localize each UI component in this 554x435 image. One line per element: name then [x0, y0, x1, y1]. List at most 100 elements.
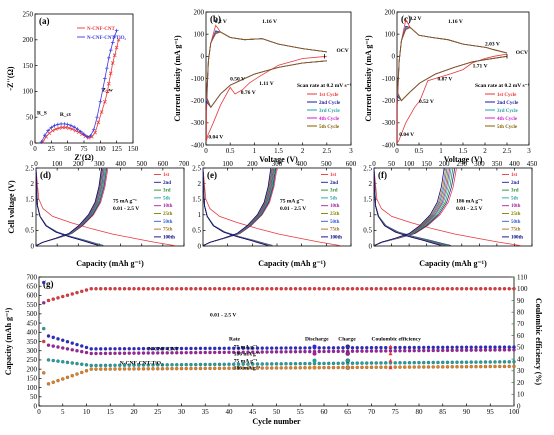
panel-d: 0 100 200 300 400 500 600 700 0 0.5 1 1.5 2 2.5 (d) Cel… — [7, 160, 190, 250]
x-tick-label: 15 — [107, 408, 115, 416]
data-point — [198, 366, 203, 371]
data-point — [483, 348, 488, 352]
legend-entry: 1st — [163, 173, 169, 178]
data-point — [132, 351, 136, 355]
annotation: 0.50 V — [230, 77, 245, 83]
data-point — [122, 347, 127, 351]
data-point — [417, 348, 421, 353]
data-point — [189, 346, 193, 351]
data-point — [65, 360, 70, 365]
data-point — [331, 349, 336, 354]
data-point — [127, 287, 131, 291]
data-point — [80, 362, 84, 366]
y-tick-label: 50 — [30, 393, 38, 401]
y-tick-label: 0 — [201, 53, 205, 61]
y-tick-label: 2.5 — [192, 164, 201, 172]
data-point — [398, 287, 402, 291]
data-point — [355, 365, 359, 370]
data-point — [507, 348, 511, 352]
data-point — [260, 350, 264, 354]
legend-discharge-marker — [312, 365, 317, 370]
data-point — [108, 363, 112, 368]
data-point — [464, 360, 469, 364]
data-point — [98, 99, 103, 104]
data-point — [114, 28, 119, 33]
data-point — [82, 132, 86, 137]
data-point — [488, 364, 492, 369]
data-point — [99, 367, 103, 371]
y2-tick-label: 50 — [517, 344, 525, 352]
x-tick-label: 700 — [179, 160, 190, 168]
data-point — [49, 125, 54, 130]
panel-label: (d) — [40, 170, 51, 180]
data-point — [331, 287, 336, 291]
data-point — [84, 288, 89, 292]
data-point — [65, 293, 70, 297]
data-point — [84, 363, 89, 367]
legend-entry: 25th — [330, 212, 340, 217]
data-point — [270, 366, 274, 370]
data-point — [303, 287, 307, 291]
y-tick-label: 0 — [392, 53, 396, 61]
panel-g: 0 5 10 15 20 25 30 35 40 45 50 55 60 65 70 75 80 85 90 95 10… — [4, 273, 543, 426]
data-point — [184, 366, 188, 371]
data-point — [483, 364, 488, 369]
x-tick-label: 500 — [136, 160, 147, 168]
data-point — [213, 366, 217, 371]
y-tick-label: 0 — [30, 139, 34, 147]
data-point — [369, 345, 374, 350]
data-point — [103, 363, 108, 368]
y-tick-label: 350 — [27, 338, 38, 346]
data-point — [284, 287, 288, 291]
data-point — [61, 346, 65, 350]
y-tick-label: 450 — [27, 319, 38, 327]
data-point — [369, 361, 374, 365]
data-point — [308, 349, 312, 354]
data-point — [350, 349, 355, 353]
data-point — [65, 122, 70, 127]
data-point — [498, 345, 502, 349]
data-point — [160, 367, 165, 371]
data-point — [189, 362, 193, 367]
y-tick-label: 1 — [369, 211, 373, 219]
data-point — [222, 366, 226, 370]
data-point — [493, 360, 497, 364]
data-point — [84, 369, 89, 373]
legend-entry: 75th — [330, 228, 340, 233]
data-point — [217, 366, 222, 371]
data-point — [137, 363, 141, 367]
legend-entry: 100th — [163, 235, 175, 240]
voltage-window-label: 0.01 - 2.5 V — [280, 206, 306, 212]
data-point — [317, 287, 321, 291]
data-point — [141, 351, 146, 355]
legend-entry: 5th Cycle — [497, 125, 518, 130]
x-tick-label: 35 — [202, 408, 210, 416]
data-point — [75, 372, 79, 376]
data-point — [474, 345, 478, 349]
legend-entry: 5th Cycle — [319, 125, 340, 130]
data-point — [194, 362, 198, 367]
y2-tick-label: 110 — [517, 273, 528, 281]
data-point — [51, 335, 55, 340]
data-point — [94, 347, 98, 351]
data-point — [236, 287, 241, 291]
legend-header: Rate — [229, 337, 241, 343]
data-point — [99, 347, 103, 351]
data-point — [393, 287, 397, 291]
data-point — [436, 345, 440, 350]
y-tick-label: 100 — [194, 30, 205, 38]
data-point — [51, 358, 55, 363]
data-point — [141, 346, 146, 351]
x-tick-label: 250 — [457, 160, 468, 168]
data-point — [255, 362, 260, 366]
data-point — [203, 366, 207, 371]
data-point — [127, 363, 131, 367]
data-point — [455, 348, 459, 352]
y-axis-label: Cell voltage (V) — [7, 180, 16, 234]
data-point — [322, 365, 326, 370]
data-point — [122, 367, 127, 371]
data-point — [274, 366, 279, 370]
x-tick-label: 400 — [296, 160, 307, 168]
data-point — [156, 346, 160, 351]
